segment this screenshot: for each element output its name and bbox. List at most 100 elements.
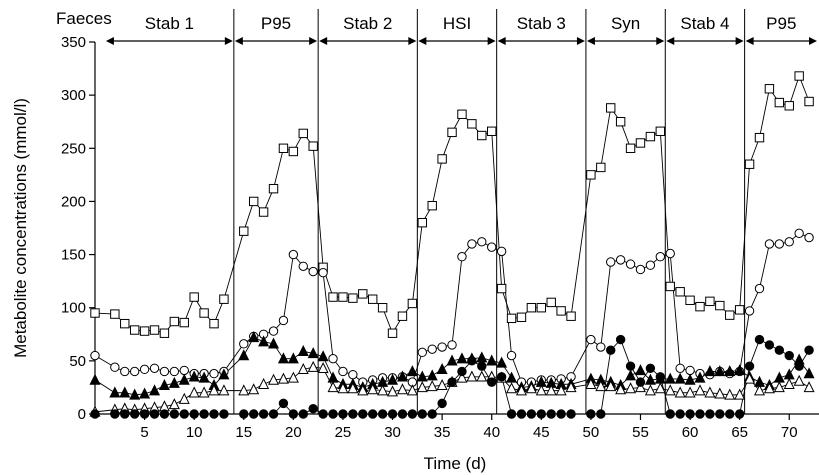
data-point-open-circle bbox=[90, 350, 100, 361]
data-point-filled-triangle bbox=[297, 344, 309, 356]
data-point-filled-circle bbox=[417, 409, 427, 419]
data-point-open-square bbox=[427, 200, 437, 211]
phase-arrowhead-left bbox=[586, 37, 595, 45]
x-tick-label: 60 bbox=[682, 424, 699, 441]
data-point-open-square bbox=[189, 292, 199, 302]
data-point-open-square bbox=[209, 318, 219, 329]
data-point-filled-triangle bbox=[178, 373, 190, 385]
data-point-open-circle bbox=[298, 261, 308, 271]
data-point-open-triangle bbox=[168, 398, 180, 410]
data-point-open-square bbox=[477, 130, 487, 141]
data-point-open-triangle bbox=[466, 370, 478, 382]
data-point-filled-circle bbox=[506, 409, 517, 419]
data-point-open-triangle bbox=[753, 384, 766, 396]
data-point-filled-circle bbox=[496, 372, 507, 382]
data-point-filled-circle bbox=[328, 409, 338, 419]
data-point-filled-circle bbox=[288, 409, 299, 419]
data-point-open-triangle bbox=[238, 384, 250, 396]
phase-arrowhead-right bbox=[735, 37, 744, 45]
data-point-filled-triangle bbox=[327, 371, 339, 383]
data-point-open-circle bbox=[655, 251, 666, 262]
data-point-open-triangle bbox=[714, 387, 726, 399]
data-point-filled-circle bbox=[367, 409, 378, 419]
data-point-open-square bbox=[219, 294, 229, 304]
data-point-open-square bbox=[288, 146, 299, 157]
data-point-open-square bbox=[397, 311, 408, 321]
y-tick-label: 50 bbox=[69, 353, 86, 370]
data-point-filled-triangle bbox=[436, 363, 448, 375]
y-tick-label: 100 bbox=[61, 300, 86, 317]
x-tick-label: 40 bbox=[483, 424, 500, 441]
data-point-open-triangle bbox=[277, 372, 289, 384]
data-point-filled-circle bbox=[308, 403, 318, 414]
data-point-filled-circle bbox=[278, 398, 289, 409]
data-point-filled-triangle bbox=[486, 354, 498, 366]
phase-label: Stab 2 bbox=[343, 14, 392, 33]
data-point-open-square bbox=[467, 119, 477, 129]
data-point-open-triangle bbox=[724, 388, 736, 400]
data-point-open-circle bbox=[159, 366, 170, 377]
data-point-open-triangle bbox=[674, 386, 686, 398]
data-point-open-triangle bbox=[545, 384, 557, 396]
data-point-filled-triangle bbox=[773, 371, 785, 383]
data-point-open-square bbox=[774, 97, 785, 108]
series-line-open-circle bbox=[94, 232, 810, 383]
data-point-open-circle bbox=[169, 366, 180, 377]
data-point-open-triangle bbox=[387, 385, 399, 397]
data-point-open-triangle bbox=[456, 371, 468, 383]
data-point-filled-circle bbox=[596, 409, 606, 419]
data-point-open-circle bbox=[794, 228, 804, 239]
data-point-open-circle bbox=[615, 255, 626, 265]
data-point-open-square bbox=[516, 312, 527, 322]
data-point-open-circle bbox=[239, 339, 249, 349]
data-point-open-triangle bbox=[198, 386, 210, 398]
data-point-open-circle bbox=[804, 232, 814, 243]
plot-area: 0 50 100 150 200 250 300 350 5 10 15 20 25 30 35 40 45 50… bbox=[61, 9, 819, 441]
data-point-open-circle bbox=[764, 239, 775, 249]
data-point-open-square bbox=[387, 328, 398, 338]
data-point-open-circle bbox=[586, 334, 596, 345]
data-point-open-circle bbox=[110, 362, 120, 372]
phase-arrowhead-right bbox=[576, 37, 585, 45]
phase-arrowhead-right bbox=[408, 37, 417, 45]
data-point-open-triangle bbox=[694, 384, 706, 396]
data-point-filled-circle bbox=[457, 366, 467, 377]
data-point-open-square bbox=[258, 207, 269, 217]
data-point-open-circle bbox=[149, 363, 160, 373]
data-point-filled-circle bbox=[159, 409, 170, 419]
data-point-open-triangle bbox=[515, 384, 527, 396]
data-point-open-square bbox=[675, 287, 685, 297]
data-point-open-triangle bbox=[476, 370, 488, 382]
phase-arrowhead-right bbox=[224, 37, 233, 45]
data-point-open-square bbox=[744, 159, 755, 169]
data-point-open-square bbox=[506, 313, 517, 324]
data-point-open-circle bbox=[467, 239, 477, 249]
data-point-open-triangle bbox=[218, 384, 230, 396]
data-point-filled-triangle bbox=[625, 369, 637, 381]
data-point-open-triangle bbox=[704, 386, 716, 398]
data-point-filled-triangle bbox=[307, 347, 319, 359]
data-point-filled-circle bbox=[516, 409, 527, 419]
data-point-filled-circle bbox=[169, 409, 180, 419]
data-point-open-square bbox=[695, 301, 705, 312]
series-line-filled-triangle bbox=[94, 336, 810, 396]
data-point-filled-circle bbox=[189, 409, 199, 419]
data-point-filled-circle bbox=[606, 345, 616, 355]
data-point-filled-triangle bbox=[396, 370, 408, 382]
data-point-open-square bbox=[804, 96, 814, 107]
data-point-open-circle bbox=[645, 260, 656, 270]
data-point-filled-circle bbox=[397, 409, 408, 419]
data-point-filled-triangle bbox=[476, 351, 488, 363]
data-point-filled-triangle bbox=[268, 337, 280, 349]
series-line-open-triangle bbox=[94, 366, 810, 413]
data-point-open-square bbox=[377, 303, 388, 313]
data-point-filled-circle bbox=[655, 372, 666, 382]
data-point-open-square bbox=[685, 295, 695, 305]
data-point-open-square bbox=[110, 309, 120, 319]
x-tick-label: 45 bbox=[533, 424, 550, 441]
data-point-filled-circle bbox=[427, 409, 437, 419]
data-point-filled-circle bbox=[298, 409, 308, 419]
data-point-open-triangle bbox=[317, 361, 329, 373]
data-point-open-circle bbox=[606, 257, 616, 267]
data-point-filled-circle bbox=[268, 409, 279, 419]
